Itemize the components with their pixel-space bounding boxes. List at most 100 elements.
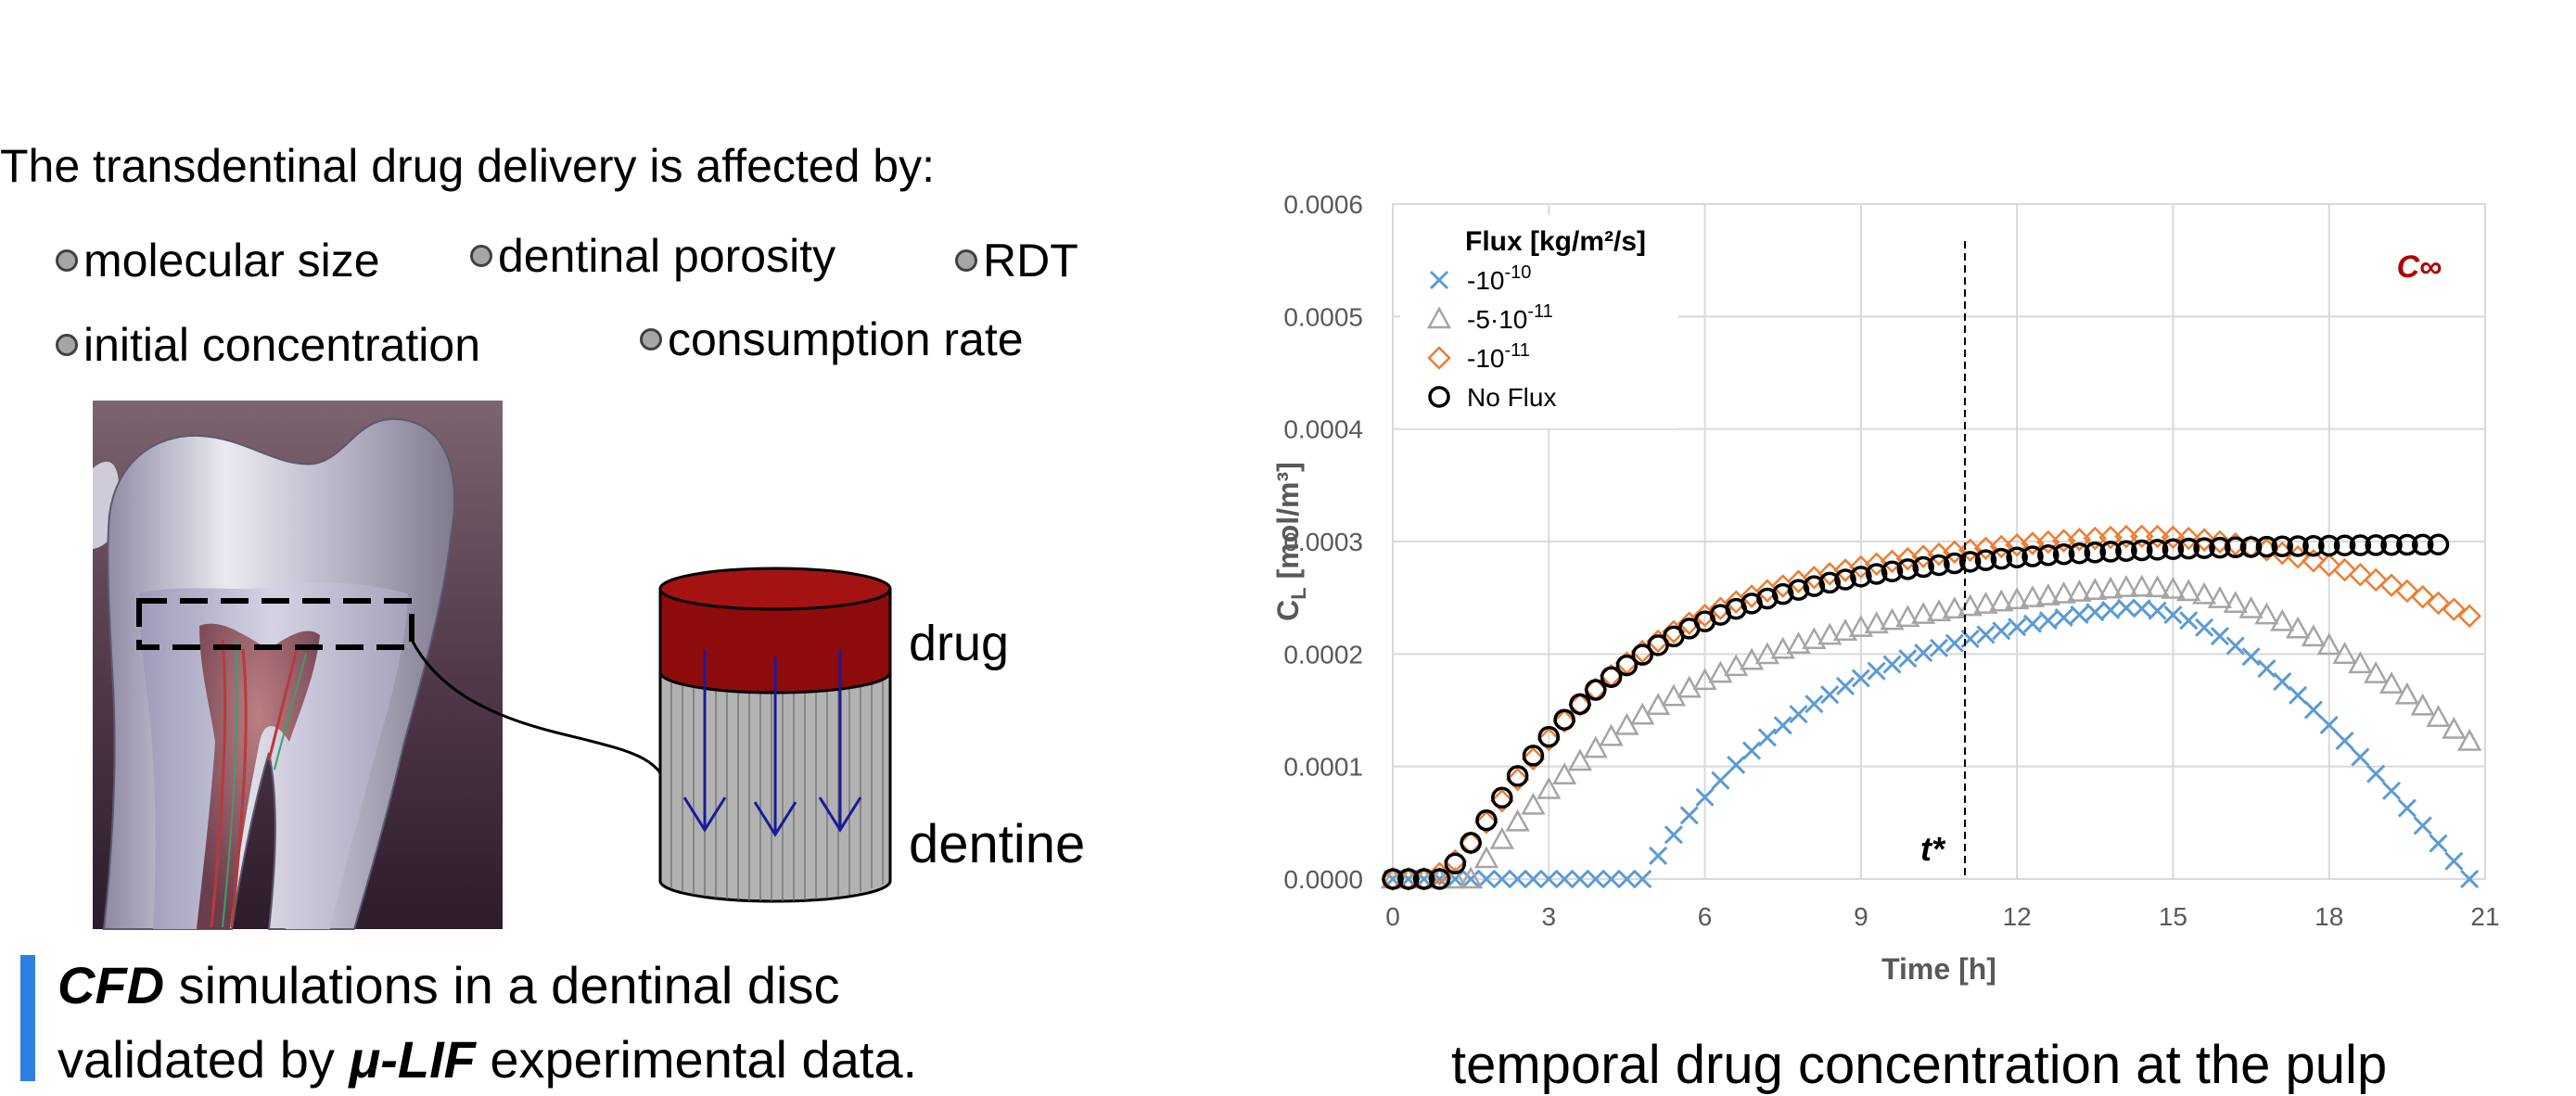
cfd-line1-text: simulations in a dentinal disc xyxy=(164,956,840,1014)
bullet-icon xyxy=(955,249,977,272)
factor-consumption-rate: consumption rate xyxy=(640,312,1024,366)
data-point xyxy=(1896,558,1919,580)
data-point xyxy=(2021,545,2044,567)
blood-vessels xyxy=(210,639,299,928)
data-point xyxy=(2429,834,2448,853)
data-point xyxy=(2394,682,2419,705)
data-point xyxy=(2083,578,2108,601)
data-point xyxy=(2364,567,2388,593)
cfd-bold: CFD xyxy=(57,956,165,1014)
x-tick-label: 0 xyxy=(1385,902,1400,931)
data-point xyxy=(1601,869,1621,889)
data-point xyxy=(1914,644,1933,663)
data-point xyxy=(2287,535,2309,557)
y-label-main: C xyxy=(1271,600,1305,621)
data-point xyxy=(2411,533,2434,556)
data-point xyxy=(2209,536,2231,559)
factor-dentinal-porosity: dentinal porosity xyxy=(470,229,835,283)
data-point xyxy=(1754,642,1780,665)
legend-entry-exponent: -11 xyxy=(1504,340,1529,361)
connector-line xyxy=(410,639,671,798)
data-point xyxy=(1586,869,1605,889)
legend-entry: -10-10 xyxy=(1467,262,1531,295)
data-point xyxy=(1786,631,1811,655)
data-point xyxy=(1973,591,1998,614)
data-point xyxy=(2427,533,2450,556)
data-point xyxy=(2054,607,2073,628)
cfd-line-1: CFD simulations in a dentinal disc xyxy=(57,955,839,1015)
data-point xyxy=(2317,534,2340,557)
data-point xyxy=(2099,541,2122,563)
legend-entry: No Flux xyxy=(1467,383,1556,412)
x-tick-label: 9 xyxy=(1854,902,1868,931)
data-point xyxy=(1600,666,1623,688)
data-point xyxy=(2457,604,2481,629)
bullet-icon xyxy=(640,328,662,350)
data-point xyxy=(1926,599,1952,621)
data-point xyxy=(1521,746,1546,771)
factor-label: molecular size xyxy=(83,235,380,287)
series-circle xyxy=(1382,533,2450,890)
x-tick-label: 18 xyxy=(2315,902,2343,931)
data-point xyxy=(1555,869,1575,889)
bullet-icon xyxy=(56,249,78,272)
data-point xyxy=(2070,605,2089,625)
drug-layer xyxy=(658,587,892,695)
selection-box xyxy=(136,598,414,650)
data-point xyxy=(2176,579,2201,602)
data-point xyxy=(2365,534,2387,556)
factor-label: initial concentration xyxy=(83,319,481,371)
data-point xyxy=(2316,553,2341,578)
data-point xyxy=(1992,621,2011,641)
data-point xyxy=(1633,869,1652,889)
factor-label: dentinal porosity xyxy=(498,230,836,282)
data-point xyxy=(1942,596,1967,619)
data-point xyxy=(2442,597,2467,621)
data-point xyxy=(1489,826,1514,849)
data-point xyxy=(2270,608,2295,631)
data-point xyxy=(1848,614,1873,637)
factor-molecular-size: molecular size xyxy=(56,234,380,287)
data-point xyxy=(2301,624,2327,647)
data-point xyxy=(2257,659,2276,679)
data-point xyxy=(1615,654,1639,677)
data-point xyxy=(1537,776,1562,799)
data-point xyxy=(2396,533,2418,556)
data-point xyxy=(1771,582,1794,605)
data-point xyxy=(1880,607,1905,631)
data-point xyxy=(2208,529,2232,554)
data-point xyxy=(1474,810,1498,835)
data-point xyxy=(2085,603,2105,622)
data-point xyxy=(1460,832,1482,854)
data-point xyxy=(1505,809,1530,832)
data-point xyxy=(1492,869,1511,889)
y-tick-label: 0.0003 xyxy=(1283,528,1363,556)
data-point xyxy=(1895,605,1920,628)
data-point xyxy=(1570,869,1590,889)
data-point xyxy=(2273,671,2292,692)
data-point xyxy=(1631,644,1654,666)
data-point xyxy=(1944,552,1966,575)
data-point xyxy=(1727,755,1746,775)
data-point xyxy=(1867,661,1886,681)
data-point xyxy=(2193,537,2215,559)
data-point xyxy=(2442,716,2467,739)
data-point xyxy=(2162,538,2185,561)
cfd-line-2: validated by μ-LIF experimental data. xyxy=(57,1029,917,1090)
data-point xyxy=(1490,788,1514,813)
data-point xyxy=(2005,587,2030,610)
data-point xyxy=(2379,573,2404,597)
data-point xyxy=(2303,700,2323,720)
data-point xyxy=(2148,601,2167,620)
legend-marker xyxy=(1427,346,1451,370)
data-point xyxy=(1739,647,1765,670)
data-point xyxy=(1911,602,1936,624)
data-point xyxy=(2006,546,2028,568)
data-point xyxy=(1804,695,1824,714)
data-point xyxy=(2132,599,2151,618)
y-tick-label: 0.0004 xyxy=(1283,415,1363,444)
factor-label: consumption rate xyxy=(668,313,1024,365)
legend-title: Flux [kg/m²/s] xyxy=(1465,226,1646,257)
data-point xyxy=(1989,589,2014,612)
